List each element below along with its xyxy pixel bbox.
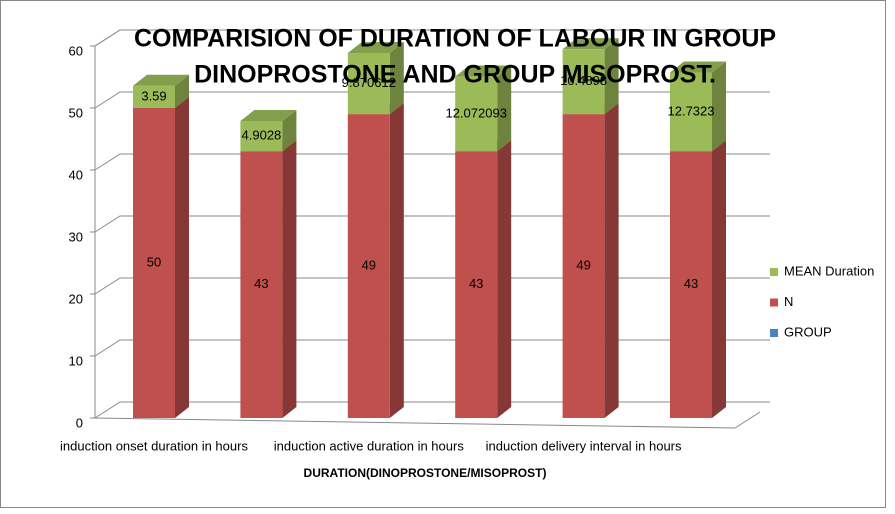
bar-segment: [562, 114, 605, 418]
bar-segment: [240, 121, 283, 152]
bar-side: [497, 65, 512, 152]
legend-label: N: [784, 294, 793, 309]
bars: 50 3.59 43 4.9028 49 9.870612 43 12.072093 49 10.…: [133, 38, 726, 418]
data-label: 50: [147, 254, 161, 269]
bar-segment: [455, 151, 498, 418]
grid-line: [94, 153, 770, 171]
legend-swatch: [770, 298, 778, 307]
bar-side: [389, 103, 404, 418]
data-label: 43: [469, 276, 483, 291]
data-label: 43: [684, 276, 698, 291]
bar-side: [282, 140, 297, 418]
bar-segment: [562, 49, 605, 115]
bar-side: [175, 74, 189, 108]
bar-segment: [455, 76, 498, 152]
bar-side: [712, 140, 726, 418]
x-axis-title: DURATION(DINOPROSTONE/MISOPROST): [304, 466, 547, 480]
bar-side: [604, 38, 619, 115]
bar-top: [240, 110, 297, 122]
data-label: 43: [254, 276, 268, 291]
bar-side: [604, 103, 619, 418]
floor: [94, 411, 761, 429]
bar-top: [562, 38, 619, 50]
bar-top: [455, 65, 512, 77]
y-tick-label: 40: [69, 167, 83, 182]
legend-label: MEAN Duration: [784, 263, 874, 278]
grid-line: [94, 29, 770, 47]
data-label: 49: [576, 258, 590, 273]
data-label: 4.9028: [242, 128, 282, 143]
legend-swatch: [770, 268, 778, 276]
data-label: 12.7323: [668, 103, 715, 118]
bar-top: [347, 42, 404, 54]
grid-line: [94, 339, 770, 357]
grid-line: [94, 401, 770, 419]
chart-subtitle: DINOPROSTONE AND GROUP MISOPROST.: [194, 61, 716, 89]
grid-line: [94, 91, 770, 109]
bar-segment: [670, 72, 712, 152]
bar-segment: [133, 85, 175, 108]
chart-title: COMPARISION OF DURATION OF LABOUR IN GRO…: [134, 25, 776, 53]
bar-top: [670, 61, 726, 73]
legend-swatch: [770, 329, 778, 337]
y-tick-label: 50: [69, 105, 83, 120]
y-tick-label: 30: [69, 229, 83, 244]
bar-top: [133, 74, 189, 86]
bar-side: [497, 140, 512, 418]
x-tick-label: induction onset duration in hours: [60, 438, 248, 453]
data-label: 3.59: [141, 88, 166, 103]
bar-segment: [347, 53, 390, 115]
x-tick-label: induction delivery interval in hours: [486, 438, 682, 453]
bar-segment: [240, 151, 283, 418]
y-tick-label: 10: [69, 353, 83, 368]
grid: 0 10 20 30 40 50 60: [69, 29, 770, 430]
grid-line: [94, 215, 770, 233]
bar-segment: [133, 108, 175, 418]
bar-side: [389, 42, 404, 115]
bar-segment: [347, 114, 390, 418]
bar-segment: [670, 151, 712, 418]
grid-line: [94, 277, 770, 295]
bar-side: [175, 97, 189, 418]
data-label: 49: [362, 258, 376, 273]
y-tick-label: 0: [76, 415, 83, 430]
y-tick-label: 60: [69, 43, 83, 58]
data-label: 10.4898: [560, 73, 607, 88]
y-tick-label: 20: [69, 291, 83, 306]
bar-side: [712, 61, 726, 152]
x-tick-label: induction active duration in hours: [274, 438, 465, 453]
bar-side: [282, 110, 297, 152]
legend-label: GROUP: [784, 324, 832, 339]
data-label: 12.072093: [445, 105, 506, 120]
data-label: 9.870612: [342, 75, 396, 90]
